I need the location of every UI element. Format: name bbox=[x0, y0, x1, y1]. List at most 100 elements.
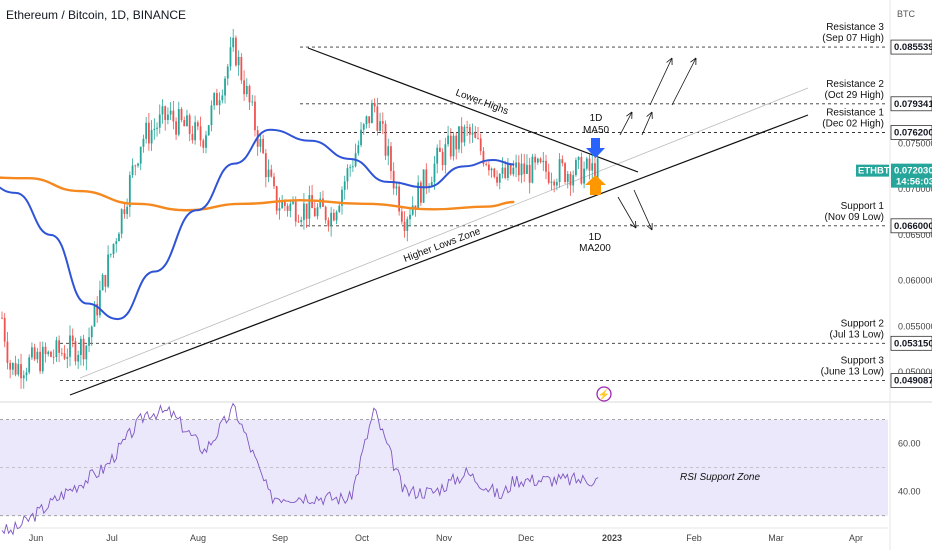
rsi-line bbox=[1, 402, 599, 536]
candle-body bbox=[357, 145, 360, 154]
candle-body bbox=[199, 126, 202, 141]
projection-arrowhead bbox=[646, 225, 653, 231]
candle-body bbox=[207, 125, 210, 136]
candle-body bbox=[515, 162, 517, 168]
candle-body bbox=[123, 209, 126, 215]
candle-body bbox=[536, 158, 539, 163]
candle-body bbox=[243, 80, 245, 95]
candle-body bbox=[172, 110, 175, 122]
candle-body bbox=[468, 127, 471, 135]
projection-arrowhead bbox=[690, 57, 697, 63]
candle-body bbox=[289, 203, 292, 211]
candle-body bbox=[463, 126, 466, 143]
candle-body bbox=[262, 138, 265, 154]
candle-body bbox=[25, 372, 28, 376]
candle-body bbox=[118, 233, 120, 242]
price-tick-label: 0.055000 bbox=[898, 321, 932, 331]
candle-body bbox=[36, 351, 39, 360]
level-price-label: 0.053150 bbox=[894, 338, 932, 349]
candle-body bbox=[365, 116, 368, 125]
candle-body bbox=[332, 212, 335, 221]
candle-body bbox=[14, 363, 17, 375]
level-price-box bbox=[890, 373, 932, 388]
candle-body bbox=[158, 114, 161, 128]
candle-body bbox=[588, 158, 591, 171]
candle-body bbox=[406, 219, 409, 231]
time-tick-label: Sep bbox=[272, 533, 288, 543]
candle-body bbox=[496, 176, 498, 183]
projection-arrowhead bbox=[646, 111, 653, 117]
ma50-callout-line2: MA50 bbox=[583, 125, 610, 136]
symbol-tag: ETHBTC bbox=[858, 166, 897, 177]
level-name: Support 2 bbox=[841, 318, 885, 329]
price-tick-label: 0.075000 bbox=[898, 138, 932, 148]
candle-body bbox=[572, 175, 575, 186]
candle-body bbox=[504, 167, 507, 178]
lower-highs-trendline bbox=[307, 47, 639, 173]
candle-body bbox=[449, 135, 452, 157]
candle-body bbox=[142, 138, 145, 147]
rsi-tick-label: 60.00 bbox=[898, 439, 921, 449]
candle-body bbox=[79, 338, 82, 355]
time-tick-label: Mar bbox=[768, 533, 784, 543]
candle-body bbox=[303, 203, 305, 221]
candle-body bbox=[156, 127, 158, 129]
candle-body bbox=[215, 93, 218, 106]
last-price-label: 0.072030 bbox=[894, 166, 932, 177]
time-tick-label: Oct bbox=[355, 533, 370, 543]
candle-body bbox=[164, 106, 167, 120]
level-price-box bbox=[890, 39, 932, 55]
candle-body bbox=[379, 121, 381, 131]
candle-body bbox=[591, 163, 594, 171]
price-tick-label: 0.070000 bbox=[898, 184, 932, 194]
candle-body bbox=[343, 181, 346, 190]
candle-body bbox=[596, 158, 599, 183]
candle-body bbox=[501, 167, 504, 174]
candle-body bbox=[520, 163, 523, 176]
projection-arrow bbox=[617, 196, 637, 229]
candle-body bbox=[471, 132, 474, 135]
candle-body bbox=[205, 135, 207, 148]
candle-body bbox=[577, 157, 580, 160]
level-price-box bbox=[890, 218, 932, 234]
time-tick-label: Aug bbox=[190, 533, 206, 543]
candle-body bbox=[305, 203, 308, 219]
candle-body bbox=[433, 163, 436, 183]
candle-body bbox=[294, 201, 297, 222]
symbol-tag-box bbox=[856, 164, 889, 177]
candle-body bbox=[186, 115, 188, 127]
candle-body bbox=[534, 156, 537, 163]
candle-body bbox=[224, 78, 226, 96]
candle-body bbox=[50, 351, 52, 357]
candle-body bbox=[313, 208, 316, 217]
candle-body bbox=[411, 205, 414, 215]
candle-body bbox=[542, 160, 545, 163]
candle-body bbox=[545, 160, 547, 172]
candle-body bbox=[422, 169, 425, 203]
candle-body bbox=[376, 106, 379, 131]
candle-body bbox=[487, 164, 490, 171]
candle-body bbox=[371, 103, 373, 124]
candle-body bbox=[6, 341, 9, 363]
candle-body bbox=[58, 340, 61, 353]
candle-body bbox=[580, 157, 583, 184]
candle-body bbox=[466, 126, 469, 128]
ma50-line bbox=[0, 128, 515, 321]
candle-body bbox=[194, 122, 197, 141]
price-tick-label: 0.050000 bbox=[898, 367, 932, 377]
time-tick-label: Jul bbox=[106, 533, 118, 543]
candle-body bbox=[167, 114, 169, 120]
candle-body bbox=[338, 205, 341, 212]
candle-body bbox=[319, 198, 322, 208]
candle-body bbox=[558, 159, 561, 183]
projection-arrowhead bbox=[635, 220, 637, 229]
candle-body bbox=[316, 207, 319, 217]
candle-body bbox=[335, 211, 338, 221]
countdown-label: 14:56:03 bbox=[896, 177, 932, 188]
candle-body bbox=[398, 186, 401, 212]
candle-body bbox=[254, 101, 256, 131]
candle-body bbox=[47, 351, 50, 355]
candle-body bbox=[436, 147, 439, 164]
candle-body bbox=[493, 168, 496, 177]
